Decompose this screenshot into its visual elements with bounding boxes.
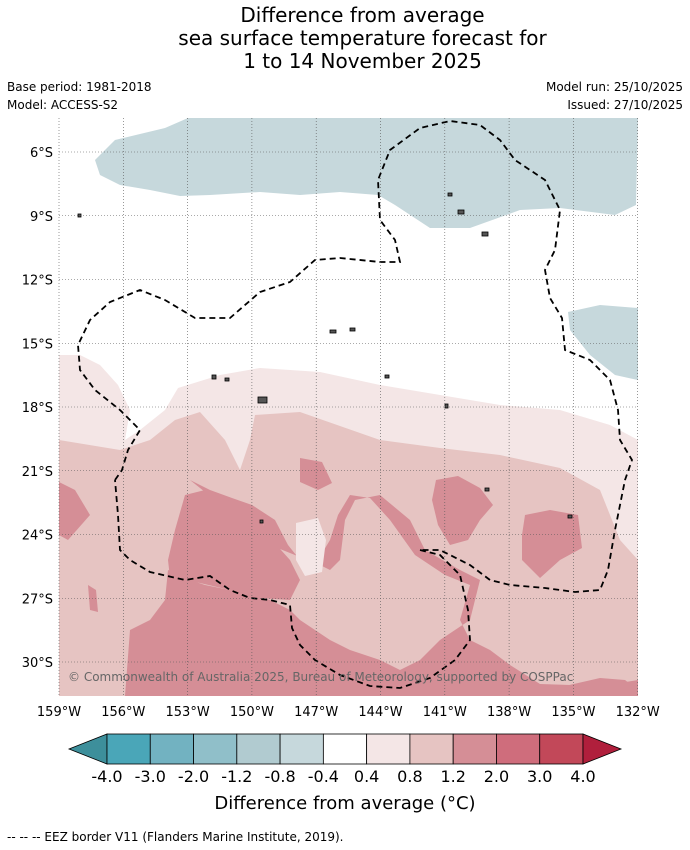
colorbar-tick-label: 0.8: [397, 767, 422, 786]
colorbar-segment: [366, 733, 411, 765]
lon-label: 153°W: [166, 705, 210, 720]
title-line-2: sea surface temperature forecast for: [178, 26, 547, 50]
lon-label: 159°W: [37, 705, 81, 720]
colorbar-tick-label: -1.2: [221, 767, 252, 786]
colorbar-segment: [106, 733, 151, 765]
latitude-labels: 6°S 9°S 12°S 15°S 18°S 21°S 24°S 27°S 30°S: [22, 146, 53, 671]
lon-label: 150°W: [230, 705, 274, 720]
colorbar: -4.0 -3.0 -2.0 -1.2 -0.8 -0.4 0.4 0.8 1.2 2.0 3.0 4…: [67, 733, 623, 786]
colorbar-tick-label: -3.0: [135, 767, 166, 786]
eez-border: [77, 120, 633, 689]
lon-label: 156°W: [101, 705, 145, 720]
warm-strong-far-east: [522, 510, 582, 578]
issued-date: Issued: 27/10/2025: [567, 98, 683, 112]
lat-label: 18°S: [22, 401, 53, 416]
colorbar-segment: [193, 733, 238, 765]
lon-label: 132°W: [616, 705, 660, 720]
lon-label: 144°W: [358, 705, 402, 720]
lat-label: 12°S: [22, 274, 53, 289]
warm-light-spot: [296, 518, 326, 576]
meta-left: Base period: 1981-2018 Model: ACCESS-S2: [7, 78, 152, 114]
title-line-1: Difference from average: [240, 3, 485, 27]
cool-anomaly-north: [95, 118, 638, 228]
lat-label: 6°S: [30, 146, 53, 161]
colorbar-tick-label: 2.0: [484, 767, 509, 786]
lat-label: 24°S: [22, 529, 53, 544]
lat-label: 15°S: [22, 337, 53, 352]
colorbar-tick-label: 4.0: [570, 767, 595, 786]
islands: [77, 192, 573, 524]
colorbar-tick-label: 3.0: [527, 767, 552, 786]
lon-label: 147°W: [294, 705, 338, 720]
graticule: [58, 118, 639, 696]
colorbar-segment: [279, 733, 324, 765]
warm-strong-east: [432, 476, 493, 545]
colorbar-title: Difference from average (°C): [214, 793, 476, 814]
model-run: Model run: 25/10/2025: [545, 80, 683, 94]
lon-label: 135°W: [551, 705, 595, 720]
colorbar-segment: [149, 733, 194, 765]
warm-strong-central-west: [168, 490, 300, 600]
colorbar-segment: [322, 733, 368, 765]
colorbar-segment: [409, 733, 454, 765]
map-fields: [59, 118, 638, 696]
cool-anomaly-east: [568, 305, 638, 380]
base-period: Base period: 1981-2018: [7, 80, 152, 94]
colorbar-tick-label: -2.0: [178, 767, 209, 786]
warm-strong-southeast: [565, 678, 638, 696]
colorbar-tick-label: 0.4: [354, 767, 379, 786]
lat-label: 9°S: [30, 210, 53, 225]
chart-title: Difference from average sea surface temp…: [0, 4, 690, 73]
lat-label: 21°S: [22, 465, 53, 480]
colorbar-segment: [452, 733, 497, 765]
lat-label: 27°S: [22, 592, 53, 607]
colorbar-segment: [496, 733, 541, 765]
colorbar-tick-label: 1.2: [440, 767, 465, 786]
colorbar-tick-label: -4.0: [91, 767, 122, 786]
warm-strong-west: [59, 482, 90, 540]
colorbar-tick-label: -0.4: [308, 767, 339, 786]
colorbar-segment: [539, 733, 584, 765]
colorbar-segment: [236, 733, 281, 765]
colorbar-extend-low: [67, 733, 108, 765]
warm-strong-spot-1: [300, 458, 332, 490]
copyright-text: © Commonwealth of Australia 2025, Bureau…: [68, 670, 573, 684]
model-name: Model: ACCESS-S2: [7, 98, 119, 112]
longitude-labels: 159°W 156°W 153°W 150°W 147°W 144°W 141°W 138°W…: [37, 705, 660, 720]
eez-legend-note: -- -- -- EEZ border V11 (Flanders Marine…: [7, 830, 344, 844]
lon-label: 138°W: [487, 705, 531, 720]
title-line-3: 1 to 14 November 2025: [243, 49, 482, 73]
colorbar-tick-label: -0.8: [264, 767, 295, 786]
lat-label: 30°S: [22, 656, 53, 671]
colorbar-extend-high: [582, 733, 623, 765]
warm-strong-central: [125, 480, 638, 696]
meta-right: Model run: 25/10/2025 Issued: 27/10/2025: [546, 78, 683, 114]
lon-label: 141°W: [423, 705, 467, 720]
